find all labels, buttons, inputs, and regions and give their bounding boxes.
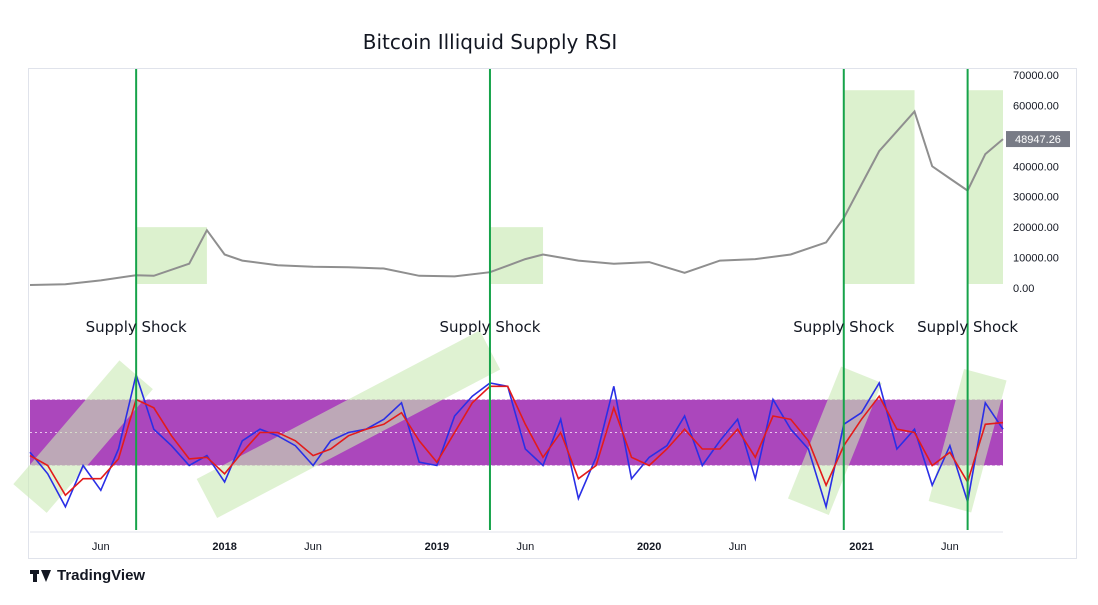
y-tick-label: 20000.00 [1013,222,1059,234]
price-highlight-2 [489,227,544,284]
tradingview-logo-icon [30,569,52,582]
price-highlight-3 [843,90,915,284]
y-tick-label: 0.00 [1013,283,1034,295]
chart-frame[interactable] [28,68,1077,559]
y-tick-label: 30000.00 [1013,192,1059,204]
highlight-boxes [136,90,1003,284]
supply-shock-label-1: Supply Shock [86,318,187,336]
brand-label: TradingView [57,567,146,584]
x-tick-label: 2019 [425,541,449,553]
y-tick-label: 60000.00 [1013,100,1059,112]
y-tick-label: 10000.00 [1013,253,1059,265]
supply-shock-lines: Supply Shock Supply Shock Supply Shock Supp… [86,69,1018,530]
supply-shock-label-4: Supply Shock [917,318,1018,336]
price-series [29,109,1004,286]
x-axis: Jun 2018 Jun 2019 Jun 2020 Jun 2021 Jun [30,531,1003,553]
supply-shock-label-2: Supply Shock [439,318,540,336]
rsi-highlight-strip-3 [787,366,882,515]
rsi-line-blue [29,371,1004,510]
last-price-tag-bg [1006,131,1070,148]
rsi-highlight-strip-2 [196,330,501,518]
chart-title: Bitcoin Illiquid Supply RSI [362,30,618,54]
y-tick-label: 40000.00 [1013,161,1059,173]
x-tick-label: 2020 [637,541,661,553]
y-tick-label: 70000.00 [1013,70,1059,82]
rsi-band [13,330,1007,518]
tradingview-brand[interactable]: TradingView [30,567,145,584]
last-price-tag: 48947.26 [1006,131,1070,148]
rsi-series [29,371,1004,510]
rsi-line-red [29,385,1004,497]
x-tick-label: Jun [92,541,110,553]
x-tick-label: Jun [729,541,747,553]
x-tick-label: Jun [516,541,534,553]
price-line [29,109,1004,286]
x-tick-label: 2018 [212,541,236,553]
price-highlight-4 [967,90,1003,284]
x-tick-label: Jun [304,541,322,553]
price-highlight-1 [136,227,207,284]
x-tick-label: Jun [941,541,959,553]
x-tick-label: 2021 [849,541,873,553]
chart-canvas[interactable]: Supply Shock Supply Shock Supply Shock Supp… [0,0,1098,560]
y-axis: 70000.0060000.0050000.0040000.0030000.00… [1013,70,1059,295]
last-price-tag-label: 48947.26 [1015,134,1061,146]
supply-shock-label-3: Supply Shock [793,318,894,336]
